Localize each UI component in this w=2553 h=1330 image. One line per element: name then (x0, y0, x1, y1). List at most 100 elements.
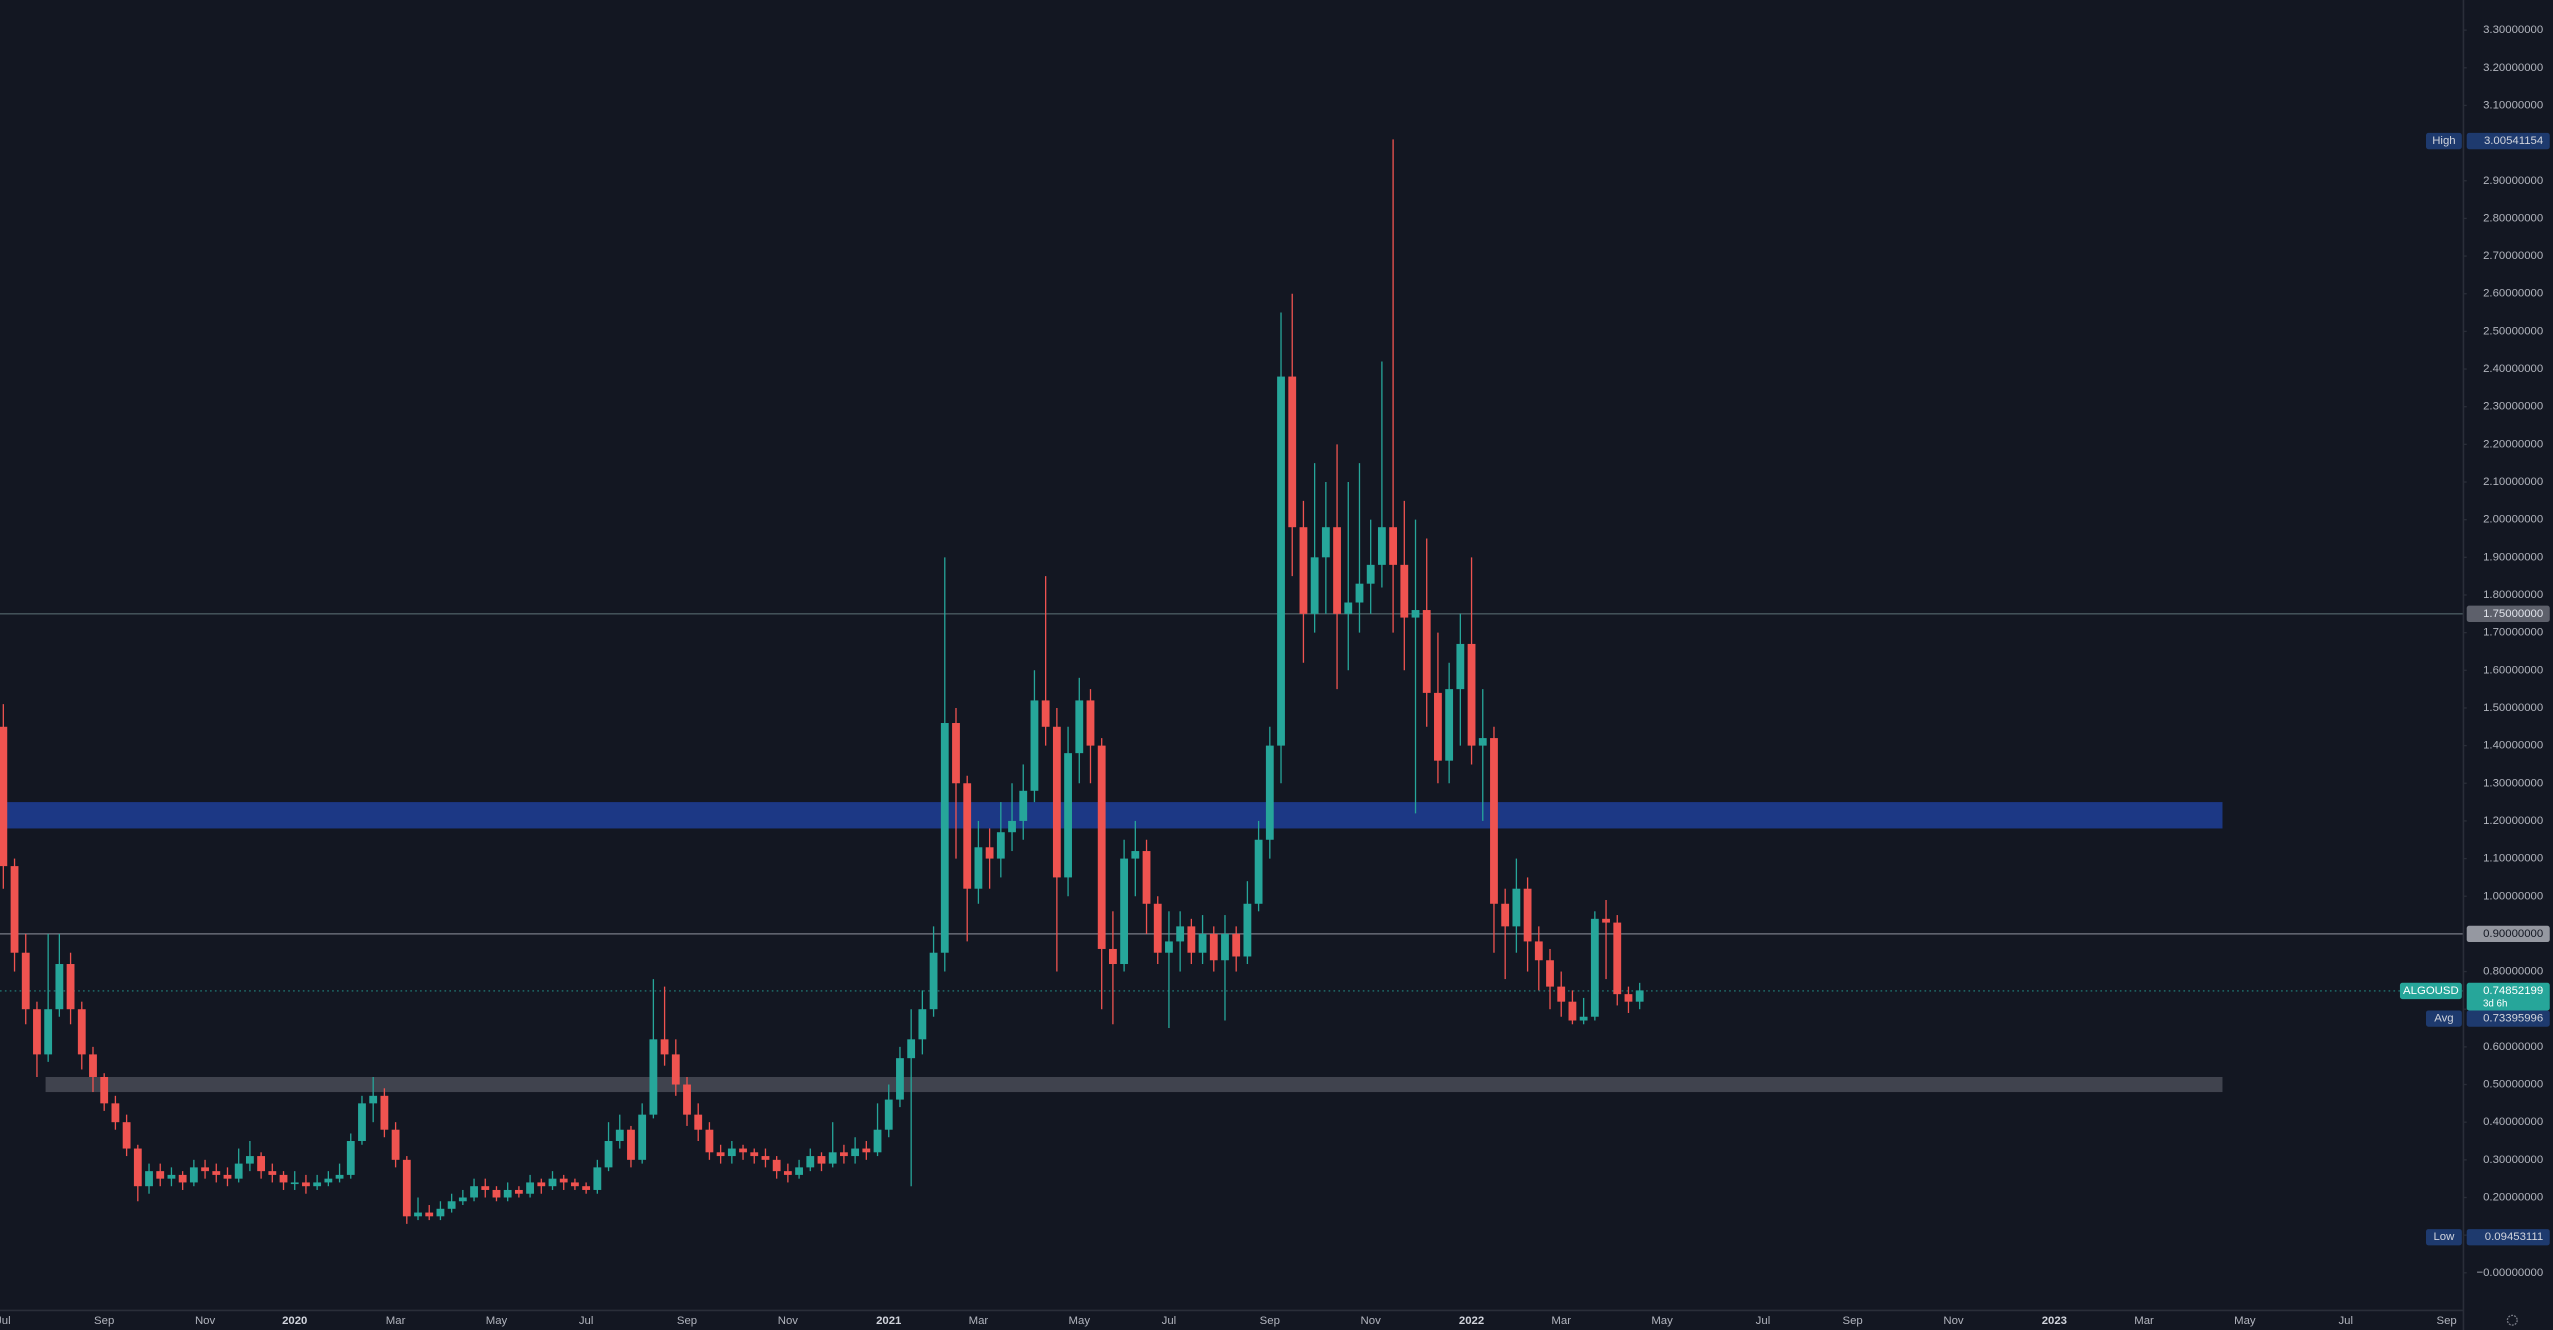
marker-name-bg (2426, 1010, 2462, 1027)
y-tick-label: 0.20000000 (2483, 1192, 2543, 1204)
candle-body (302, 1182, 310, 1187)
x-tick-label: Nov (195, 1315, 216, 1327)
candle-body (111, 1103, 120, 1123)
candle-body (425, 1212, 434, 1217)
level-label-bg (2466, 925, 2550, 943)
candle-body (212, 1171, 221, 1175)
candle-body (929, 952, 938, 1010)
candle-body (783, 1171, 792, 1175)
candle-body (1030, 700, 1039, 791)
marker-value-bg (2466, 1010, 2550, 1027)
x-tick-label: May (2234, 1315, 2256, 1327)
marker-name: High (2432, 135, 2455, 147)
candle-body (1310, 557, 1319, 614)
marker-name-bg (2426, 132, 2462, 150)
zone (45, 1076, 2223, 1093)
candle-body (458, 1197, 467, 1202)
price-axis-panel (2463, 0, 2553, 1330)
y-tick-label: 3.20000000 (2483, 62, 2543, 74)
candle-body (436, 1208, 445, 1217)
candle-body (245, 1156, 254, 1164)
candle-body (324, 1178, 333, 1183)
candle-body (1041, 700, 1050, 727)
candle-body (1277, 376, 1285, 746)
candle-body (1142, 851, 1151, 904)
y-tick-label: 2.10000000 (2483, 476, 2543, 488)
candle-body (1501, 903, 1510, 927)
candle-body (660, 1039, 669, 1055)
candle-body (649, 1039, 658, 1115)
symbol-label-bg (2399, 982, 2462, 1000)
level-label: 0.90000000 (2483, 928, 2543, 940)
candle-body (279, 1174, 288, 1183)
candle-body (1512, 888, 1521, 927)
candle-body (1389, 527, 1398, 565)
candle-body (739, 1148, 747, 1153)
candle-body (391, 1129, 400, 1160)
y-tick-label: 1.20000000 (2483, 815, 2543, 827)
x-tick-label: 2022 (1459, 1315, 1484, 1327)
candle-body (1165, 941, 1173, 953)
candle-body (896, 1058, 904, 1100)
candle-body (627, 1129, 635, 1160)
candle-body (201, 1167, 209, 1172)
candle-body (1546, 960, 1554, 987)
candle-body (1366, 564, 1375, 584)
candle-body (369, 1095, 378, 1104)
candle-body (290, 1182, 299, 1185)
candle-body (1288, 376, 1297, 528)
x-tick-label: Jul (1756, 1315, 1771, 1327)
candle-body (1064, 753, 1072, 878)
y-tick-label: 2.00000000 (2483, 514, 2543, 526)
y-tick-label: 2.30000000 (2483, 401, 2543, 413)
x-tick-label: 2023 (2042, 1315, 2067, 1327)
candle-body (77, 1009, 86, 1055)
y-tick-label: 2.80000000 (2483, 212, 2543, 224)
x-tick-label: May (1069, 1315, 1091, 1327)
candle-body (1052, 726, 1061, 878)
candle-body (44, 1009, 53, 1055)
candle-body (1602, 918, 1610, 923)
candle-body (985, 847, 994, 859)
marker-value-bg (2466, 1229, 2550, 1246)
candle-body (1097, 745, 1106, 949)
y-tick-label: 3.10000000 (2483, 99, 2543, 111)
candle-body (189, 1167, 198, 1183)
level-label-bg (2466, 605, 2550, 622)
candle-body (671, 1054, 680, 1085)
candle-body (1467, 643, 1476, 746)
candle-body (1490, 738, 1498, 904)
x-tick-label: Mar (1551, 1315, 1571, 1327)
candle-body (638, 1114, 647, 1160)
y-tick-label: 2.90000000 (2483, 175, 2543, 187)
candle-body (1333, 527, 1341, 614)
y-tick-label: 0.30000000 (2483, 1154, 2543, 1166)
y-tick-label: 1.30000000 (2483, 777, 2543, 789)
candle-body (167, 1174, 176, 1179)
candle-body (940, 723, 949, 953)
x-tick-label: Jul (2338, 1315, 2353, 1327)
candle-body (514, 1189, 523, 1194)
settings-button[interactable] (2506, 1314, 2518, 1326)
candle-body (1557, 986, 1566, 1002)
x-tick-label: Nov (1361, 1315, 1382, 1327)
zone (0, 802, 2223, 829)
candle-body (1422, 610, 1431, 693)
candle-body (0, 726, 8, 867)
candle-body (33, 1009, 41, 1055)
candle-body (1344, 602, 1353, 614)
candle-body (133, 1148, 142, 1187)
candle-body (996, 832, 1005, 859)
candle-body (1008, 820, 1016, 833)
candle-body (1299, 527, 1308, 614)
candle-body (683, 1084, 691, 1115)
x-tick-label: Sep (94, 1315, 114, 1327)
x-tick-label: Mar (386, 1315, 406, 1327)
x-tick-label: Mar (2134, 1315, 2154, 1327)
y-tick-label: 1.10000000 (2483, 853, 2543, 865)
y-tick-label: 2.50000000 (2483, 325, 2543, 337)
candle-body (851, 1148, 860, 1157)
candle-body (1377, 527, 1386, 565)
